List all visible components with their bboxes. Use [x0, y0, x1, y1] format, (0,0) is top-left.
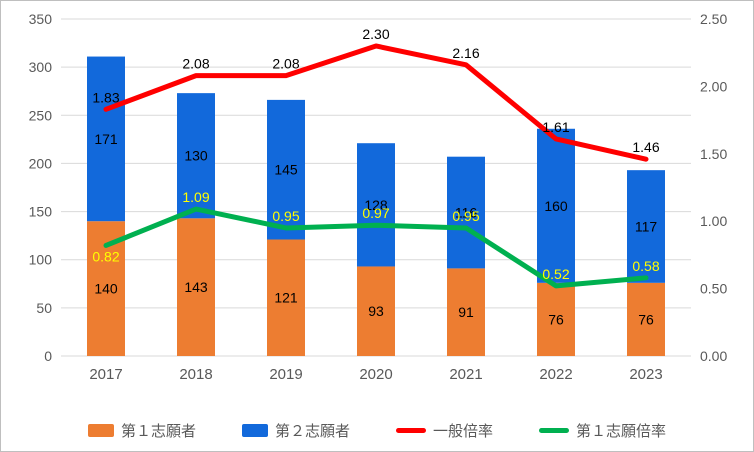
bar-segment: [357, 266, 395, 356]
bar-value-label: 160: [544, 198, 568, 214]
line-series: [103, 206, 649, 289]
legend-item-general-ratio: 一般倍率: [396, 420, 493, 441]
bar-segment: [627, 282, 665, 356]
legend-item-first-choice-ratio: 第１志願倍率: [539, 420, 666, 441]
left-axis-tick-label: 200: [29, 155, 53, 171]
bar-value-label: 128: [364, 197, 388, 213]
right-axis-tick-label: 0.00: [700, 348, 727, 364]
bar-segment: [267, 99, 305, 240]
line-value-label: 0.97: [362, 205, 389, 221]
line-value-label: 1.09: [182, 189, 209, 205]
line-value-label: 0.82: [92, 248, 119, 264]
line-value-label: 2.08: [182, 56, 209, 72]
bar-segment: [447, 268, 485, 356]
line-swatch-icon: [539, 427, 570, 433]
bar-segment: [627, 170, 665, 283]
right-axis-tick-label: 1.00: [700, 213, 727, 229]
bar-value-label: 145: [274, 162, 298, 178]
legend-label: 第１志願者: [120, 422, 196, 440]
legend-label: 一般倍率: [433, 422, 494, 440]
right-axis-tick-label: 1.50: [700, 146, 727, 162]
x-axis-category-label: 2021: [449, 366, 482, 383]
bar-swatch-icon: [87, 423, 114, 437]
line-value-label: 1.61: [542, 119, 569, 135]
line-value-label: 1.83: [92, 89, 119, 105]
x-axis-category-label: 2022: [539, 366, 572, 383]
left-axis-tick-label: 300: [29, 59, 53, 75]
bar-value-label: 76: [638, 311, 654, 327]
line-value-label: 0.95: [272, 208, 299, 224]
line-value-label: 0.52: [542, 266, 569, 282]
bar-segment: [87, 56, 125, 222]
bar-segment: [177, 93, 215, 219]
bar-value-label: 143: [184, 279, 208, 295]
bar-value-label: 117: [635, 218, 658, 234]
bar-segment: [177, 218, 215, 356]
x-axis-category-label: 2017: [89, 366, 122, 383]
bar-value-label: 171: [94, 131, 118, 147]
bar-value-label: 76: [548, 311, 564, 327]
left-axis-tick-label: 150: [29, 204, 53, 220]
legend-item-first-choice-applicants: 第１志願者: [87, 420, 196, 441]
x-axis-category-label: 2019: [269, 366, 302, 383]
line-value-label: 2.08: [272, 56, 299, 72]
bar-segment: [537, 282, 575, 356]
right-axis-tick-label: 0.50: [700, 281, 727, 297]
left-axis-tick-label: 0: [44, 348, 52, 364]
x-axis-category-label: 2023: [629, 366, 662, 383]
left-axis-tick-label: 250: [29, 107, 53, 123]
bar-segment: [357, 143, 395, 267]
line-value-label: 2.30: [362, 26, 389, 42]
chart-legend: 第１志願者 第２志願者 一般倍率 第１志願倍率: [1, 404, 753, 451]
legend-item-second-choice-applicants: 第２志願者: [241, 420, 350, 441]
bar-value-label: 116: [455, 205, 478, 221]
x-axis-category-label: 2020: [359, 366, 392, 383]
line-value-label: 0.58: [632, 258, 659, 274]
legend-label: 第２志願者: [274, 422, 350, 440]
bar-value-label: 140: [94, 281, 118, 297]
line-swatch-icon: [396, 427, 426, 433]
left-axis-tick-label: 350: [29, 11, 53, 27]
bar-swatch-icon: [241, 423, 268, 437]
left-axis-tick-label: 100: [29, 252, 53, 268]
line-value-label: 1.46: [632, 139, 659, 155]
bar-value-label: 130: [184, 148, 208, 164]
bar-segment: [447, 156, 485, 269]
right-axis-tick-label: 2.00: [700, 78, 727, 94]
bar-value-label: 93: [368, 303, 384, 319]
legend-label: 第１志願倍率: [576, 422, 667, 440]
right-axis-tick-label: 2.50: [700, 11, 727, 27]
left-axis-tick-label: 50: [36, 300, 52, 316]
bar-segment: [537, 128, 575, 283]
line-value-label: 2.16: [452, 45, 479, 61]
bar-value-label: 121: [274, 290, 298, 306]
x-axis-category-label: 2018: [179, 366, 212, 383]
bar-segment: [267, 239, 305, 356]
line-value-label: 0.95: [452, 208, 479, 224]
line-series: [103, 43, 649, 162]
bar-value-label: 91: [458, 304, 474, 320]
combo-chart-plot: 0 50 100 150 200 250 300 350 0.00 0.50 1.00 1.50 2.0…: [29, 11, 728, 383]
